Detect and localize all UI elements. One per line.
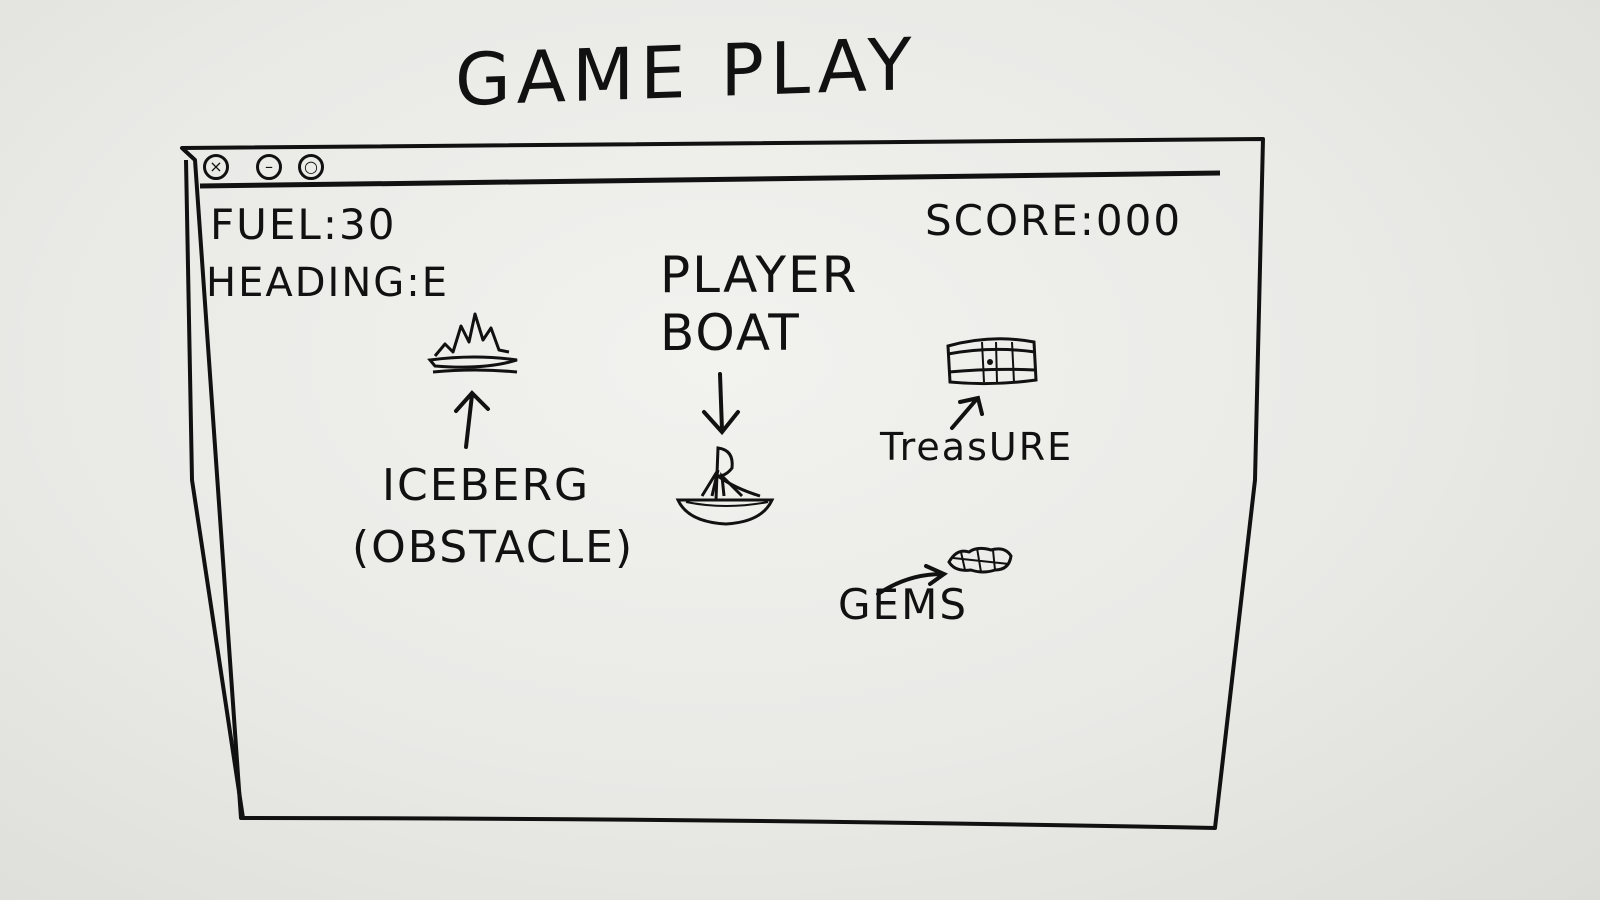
minimize-button[interactable]: – (256, 154, 282, 180)
boat-icon (675, 446, 775, 526)
player-label-line1: PLAYER (660, 246, 859, 304)
treasure-label: TreasURE (880, 425, 1074, 469)
score-readout: SCORE:000 (925, 196, 1183, 245)
arrow-to-treasure (950, 395, 984, 430)
fuel-readout: FUEL:30 (210, 200, 397, 249)
maximize-button[interactable]: ○ (298, 154, 324, 180)
close-button[interactable]: × (203, 154, 229, 180)
arrow-to-boat (702, 372, 740, 436)
iceberg-label-line1: ICEBERG (382, 460, 591, 511)
arrow-to-iceberg (454, 390, 490, 449)
heading-readout: HEADING:E (206, 260, 449, 306)
player-label-line2: BOAT (660, 304, 801, 362)
iceberg-icon (427, 312, 518, 374)
gems-label: GEMS (838, 580, 968, 629)
arrow-to-gems (876, 564, 949, 596)
iceberg-label-line2: (OBSTACLE) (352, 522, 635, 573)
treasure-chest-icon (946, 337, 1038, 386)
close-icon: × (209, 157, 223, 176)
player-boat-label: PLAYER BOAT (660, 246, 858, 362)
iceberg-label: ICEBERG (OBSTACLE) (352, 455, 634, 579)
minimize-icon: – (265, 157, 273, 176)
gems-icon (947, 546, 1013, 574)
maximize-icon: ○ (304, 157, 318, 176)
